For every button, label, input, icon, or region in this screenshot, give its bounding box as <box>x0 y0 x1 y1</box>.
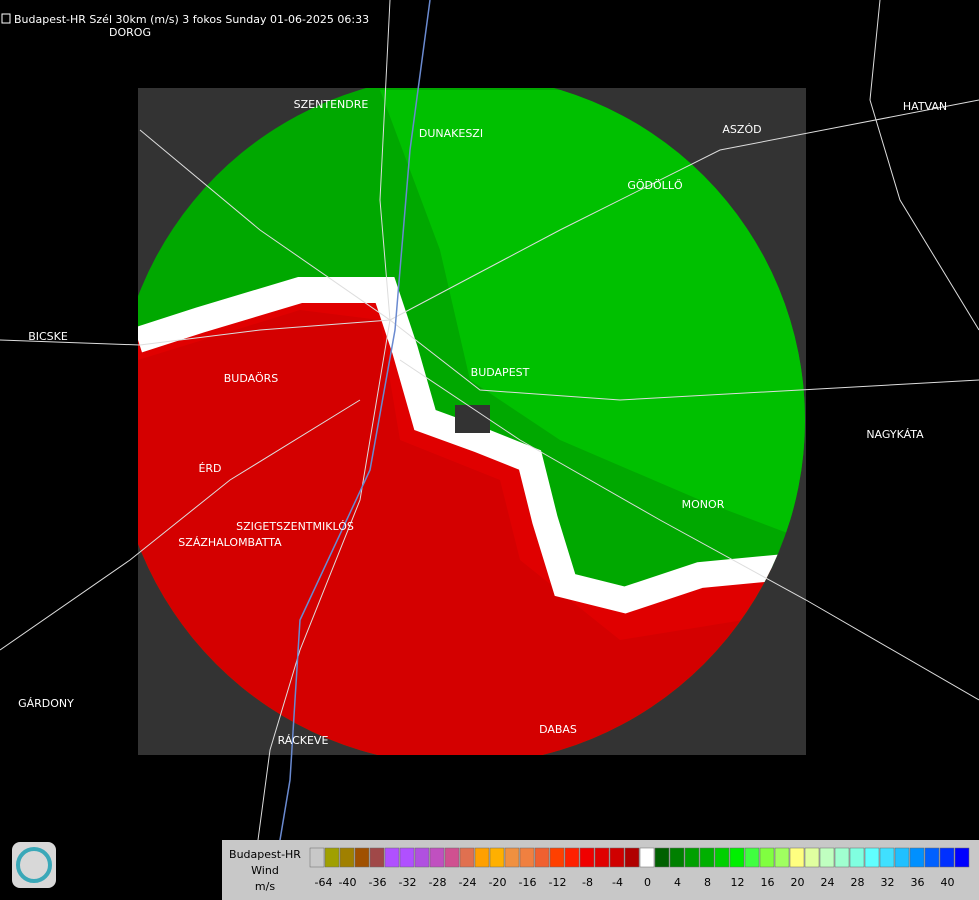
legend-tick: 12 <box>731 876 745 889</box>
legend-tick: 40 <box>941 876 955 889</box>
color-swatch <box>309 847 325 868</box>
color-swatch <box>459 847 475 868</box>
legend-tick: 20 <box>791 876 805 889</box>
legend-quantity: Wind <box>251 864 279 877</box>
color-swatch <box>939 847 955 868</box>
color-swatch <box>699 847 715 868</box>
color-scale: -64 -40 -36 -32 -28 -24 -20 -16 -12 -8 -4 0 4 8 12 16 20… <box>309 847 970 889</box>
color-swatch <box>729 847 745 868</box>
color-swatch <box>639 847 655 868</box>
color-swatch <box>474 847 490 868</box>
legend-tick: 0 <box>644 876 651 889</box>
color-swatch <box>429 847 445 868</box>
color-swatch <box>864 847 880 868</box>
color-swatch <box>684 847 700 868</box>
legend-tick: -8 <box>582 876 593 889</box>
color-swatch <box>579 847 595 868</box>
color-swatch <box>714 847 730 868</box>
color-swatch <box>549 847 565 868</box>
color-swatch <box>504 847 520 868</box>
place-label: SZENTENDRE <box>294 98 369 111</box>
place-label: SZIGETSZENTMIKLÓS <box>236 520 354 533</box>
place-label: DOROG <box>109 26 151 39</box>
place-label: ÉRD <box>198 462 221 475</box>
color-swatch <box>339 847 355 868</box>
legend-tick: 32 <box>881 876 895 889</box>
color-swatch <box>414 847 430 868</box>
color-swatch <box>594 847 610 868</box>
color-swatch <box>384 847 400 868</box>
color-swatch <box>534 847 550 868</box>
color-swatch <box>564 847 580 868</box>
color-swatch <box>654 847 670 868</box>
color-swatch <box>879 847 895 868</box>
outer-green <box>380 90 805 540</box>
logo-mark <box>16 847 52 883</box>
place-labels: DOROG SZENTENDRE DUNAKESZI ASZÓD HATVAN GÖDÖL… <box>18 26 975 899</box>
legend-tick: 4 <box>674 876 681 889</box>
color-swatch <box>774 847 790 868</box>
legend-tick: -32 <box>399 876 417 889</box>
color-swatch <box>954 847 970 868</box>
legend-tick: -20 <box>489 876 507 889</box>
color-swatch <box>789 847 805 868</box>
place-label: RÁCKEVE <box>278 734 329 747</box>
legend-tick: 36 <box>911 876 925 889</box>
color-swatch <box>489 847 505 868</box>
color-swatch <box>324 847 340 868</box>
color-swatch <box>369 847 385 868</box>
legend-tick: 24 <box>821 876 835 889</box>
color-swatch <box>399 847 415 868</box>
color-swatch <box>744 847 760 868</box>
legend-tick: -28 <box>429 876 447 889</box>
legend-tick: -12 <box>549 876 567 889</box>
menu-icon[interactable] <box>1 13 11 24</box>
place-label: BUDAPEST <box>471 366 530 379</box>
inner-red <box>138 310 805 755</box>
place-label: DUNAKESZI <box>419 127 483 140</box>
legend-tick: -36 <box>369 876 387 889</box>
radar-echo <box>138 88 805 755</box>
legend-tick: -40 <box>339 876 357 889</box>
color-swatch <box>834 847 850 868</box>
place-label: DABAS <box>539 723 577 736</box>
radar-site <box>455 405 490 433</box>
color-swatch <box>609 847 625 868</box>
color-swatch <box>819 847 835 868</box>
place-label: BUDAÖRS <box>224 372 279 385</box>
title: Budapest-HR Szél 30km (m/s) 3 fokos Sund… <box>14 13 369 26</box>
legend-tick: 16 <box>761 876 775 889</box>
place-label: ASZÓD <box>722 123 761 136</box>
legend-tick: -64 <box>315 876 333 889</box>
place-label: SZÁZHALOMBATTA <box>178 536 282 549</box>
legend-tick: -4 <box>612 876 623 889</box>
place-label: HATVAN <box>903 100 947 113</box>
color-swatch <box>624 847 640 868</box>
color-swatch <box>849 847 865 868</box>
color-swatch <box>759 847 775 868</box>
color-swatch <box>804 847 820 868</box>
place-label: GÁRDONY <box>18 697 74 710</box>
color-swatch <box>894 847 910 868</box>
place-label: BICSKE <box>28 330 68 343</box>
legend-unit: m/s <box>255 880 275 893</box>
color-swatch <box>924 847 940 868</box>
color-swatch <box>444 847 460 868</box>
color-swatch <box>909 847 925 868</box>
place-label: MONOR <box>682 498 725 511</box>
legend-station: Budapest-HR <box>229 848 301 861</box>
legend-tick: 28 <box>851 876 865 889</box>
legend-tick: 8 <box>704 876 711 889</box>
color-swatch <box>354 847 370 868</box>
legend-tick: -24 <box>459 876 477 889</box>
color-swatch <box>669 847 685 868</box>
danube <box>269 0 431 900</box>
zero-band <box>138 277 805 614</box>
color-swatch <box>519 847 535 868</box>
place-label: NAGYKÁTA <box>866 428 924 441</box>
legend-tick: -16 <box>519 876 537 889</box>
place-label: GÖDÖLLŐ <box>627 178 683 192</box>
